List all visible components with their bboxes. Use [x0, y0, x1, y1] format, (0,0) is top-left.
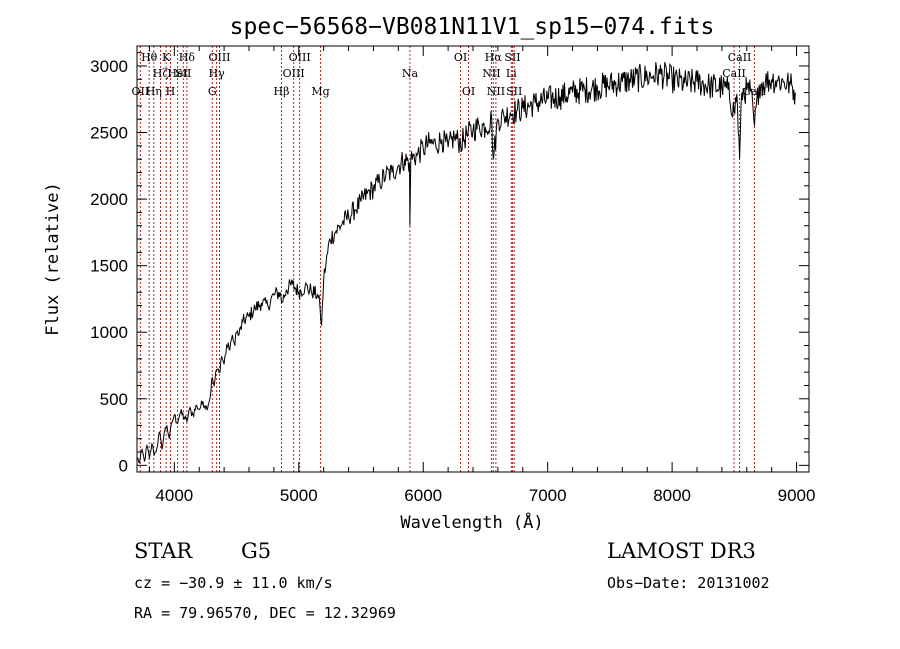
- spectral-line-label: K: [162, 51, 171, 64]
- x-tick-label: 4000: [155, 486, 193, 505]
- y-tick-label: 0: [119, 456, 128, 475]
- subclass: G5: [241, 539, 272, 563]
- spectral-line-label: G: [208, 85, 217, 98]
- spectral-line-label: CaII: [728, 51, 752, 64]
- spectral-line-label: SII: [504, 51, 520, 64]
- x-tick-label: 9000: [778, 486, 816, 505]
- plot-frame: [136, 45, 810, 473]
- y-axis-label: Flux (relative): [43, 182, 63, 336]
- spectral-line-label: HeI: [167, 67, 187, 80]
- spectral-line-label: OII: [132, 85, 150, 98]
- x-tick-label: 8000: [653, 486, 691, 505]
- survey-name: LAMOST DR3: [607, 539, 756, 563]
- x-tick-label: 5000: [280, 486, 318, 505]
- spectral-line-label: CaII: [722, 67, 746, 80]
- object-type: STAR: [134, 539, 193, 563]
- spectral-line-label: H: [166, 85, 176, 98]
- chart-title: spec−56568−VB081N11V1_sp15−074.fits: [230, 14, 715, 40]
- spectral-line-label: OI: [462, 85, 475, 98]
- redshift-readout: cz = −30.9 ± 11.0 km/s: [134, 574, 333, 592]
- spectral-line-label: NII: [487, 85, 505, 98]
- spectral-line-label: OI: [454, 51, 467, 64]
- observation-date: Obs−Date: 20131002: [607, 574, 770, 592]
- spectral-line-label: Li: [506, 67, 517, 80]
- spectral-line-label: NII: [482, 67, 500, 80]
- spectral-line-label: Hα: [485, 51, 503, 64]
- spectral-line-label: Mg: [311, 85, 329, 98]
- y-axis: 0 500 1000 1500 2000 2500 3000: [90, 52, 809, 475]
- spectral-line-label: SII: [175, 67, 191, 80]
- spectral-line-label: OIII: [283, 67, 305, 80]
- spectral-line-label: Hδ: [179, 51, 196, 64]
- spectral-line-labels: OII Hθ Hη Hζ K H HeI Hδ SII OIII Hγ G Hβ OIII OIII Mg Na…: [132, 51, 767, 98]
- spectral-line-label: Hβ: [274, 85, 290, 98]
- spectral-line-label: Hθ: [141, 51, 158, 64]
- y-tick-label: 500: [100, 390, 128, 409]
- y-tick-label: 2000: [90, 190, 128, 209]
- x-axis-label: Wavelength (Å): [400, 511, 543, 533]
- x-axis: 4000 5000 6000 7000 8000 9000: [148, 46, 816, 505]
- spectral-line-label: Hη: [146, 85, 162, 98]
- y-tick-label: 1000: [90, 323, 128, 342]
- y-tick-label: 1500: [90, 257, 128, 276]
- x-tick-label: 6000: [404, 486, 442, 505]
- spectrum-series: [136, 61, 796, 464]
- spectral-line-label: Hγ: [209, 67, 226, 80]
- coordinates-readout: RA = 79.96570, DEC = 12.32969: [134, 604, 396, 622]
- spectral-line-label: Hζ: [153, 67, 169, 80]
- spectral-line-label: SII: [506, 85, 522, 98]
- spectral-line-label: OIII: [289, 51, 311, 64]
- x-tick-label: 7000: [529, 486, 567, 505]
- spectrum-line: [136, 61, 796, 464]
- spectral-line-label: Na: [402, 67, 419, 80]
- y-tick-label: 3000: [90, 57, 128, 76]
- spectral-line-markers: [139, 46, 755, 472]
- spectral-line-label: OIII: [208, 51, 230, 64]
- y-tick-label: 2500: [90, 124, 128, 143]
